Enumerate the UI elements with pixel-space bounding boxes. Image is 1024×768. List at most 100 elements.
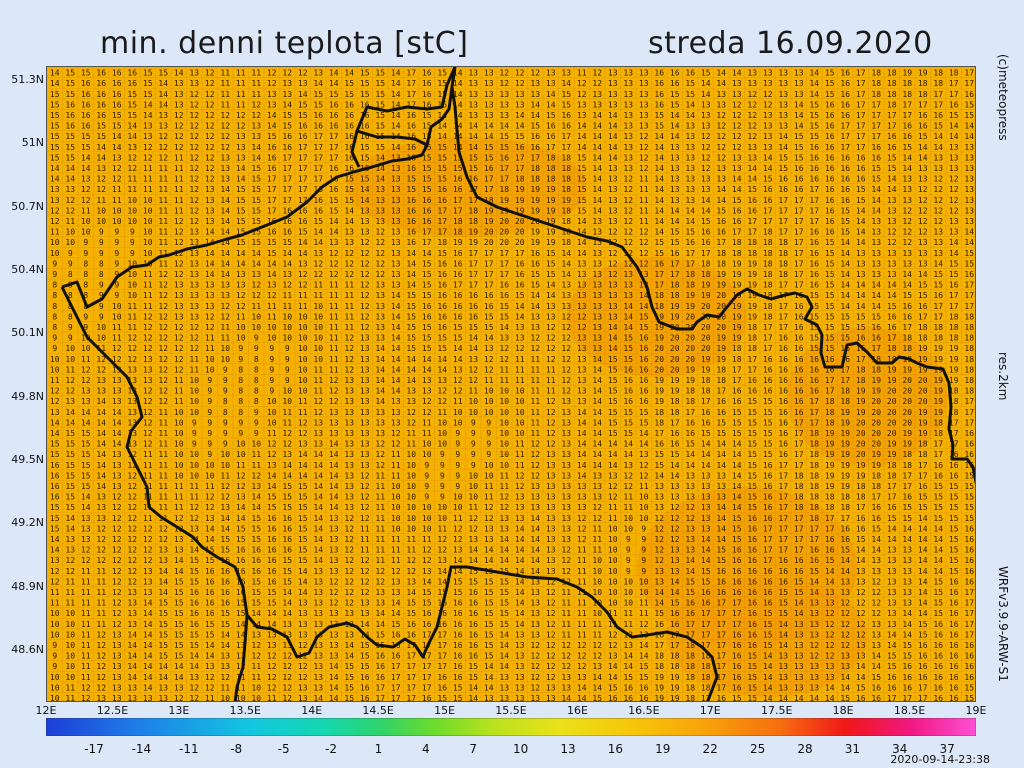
svg-text:13: 13 bbox=[282, 620, 292, 629]
svg-text:17: 17 bbox=[391, 673, 401, 682]
svg-text:16: 16 bbox=[794, 376, 804, 385]
colorbar-label: 16 bbox=[607, 742, 624, 756]
svg-text:14: 14 bbox=[825, 683, 835, 692]
svg-text:14: 14 bbox=[406, 249, 416, 258]
svg-text:11: 11 bbox=[344, 323, 354, 332]
svg-text:17: 17 bbox=[840, 143, 850, 152]
svg-text:13: 13 bbox=[329, 620, 339, 629]
svg-text:13: 13 bbox=[484, 535, 494, 544]
svg-text:19: 19 bbox=[933, 355, 943, 364]
svg-text:10: 10 bbox=[220, 694, 230, 702]
svg-text:18: 18 bbox=[809, 471, 819, 480]
svg-text:17: 17 bbox=[422, 673, 432, 682]
svg-text:14: 14 bbox=[484, 334, 494, 343]
svg-text:11: 11 bbox=[546, 365, 556, 374]
svg-text:14: 14 bbox=[50, 546, 60, 555]
map-date: streda 16.09.2020 bbox=[648, 26, 933, 61]
svg-text:19: 19 bbox=[732, 312, 742, 321]
svg-text:19: 19 bbox=[530, 228, 540, 237]
svg-text:15: 15 bbox=[422, 334, 432, 343]
svg-text:10: 10 bbox=[143, 228, 153, 237]
svg-text:15: 15 bbox=[794, 143, 804, 152]
svg-text:17: 17 bbox=[406, 683, 416, 692]
svg-text:13: 13 bbox=[794, 90, 804, 99]
svg-text:13: 13 bbox=[608, 312, 618, 321]
svg-text:11: 11 bbox=[158, 493, 168, 502]
svg-text:10: 10 bbox=[298, 334, 308, 343]
svg-text:16: 16 bbox=[298, 122, 308, 131]
svg-text:12: 12 bbox=[329, 249, 339, 258]
svg-text:13: 13 bbox=[577, 397, 587, 406]
svg-text:16: 16 bbox=[546, 132, 556, 141]
svg-text:14: 14 bbox=[856, 228, 866, 237]
svg-text:11: 11 bbox=[127, 185, 137, 194]
svg-text:16: 16 bbox=[778, 408, 788, 417]
svg-text:12: 12 bbox=[592, 514, 602, 523]
svg-text:14: 14 bbox=[313, 228, 323, 237]
svg-text:12: 12 bbox=[375, 259, 385, 268]
svg-text:14: 14 bbox=[50, 79, 60, 88]
svg-text:11: 11 bbox=[561, 599, 571, 608]
svg-text:12: 12 bbox=[236, 482, 246, 491]
svg-text:17: 17 bbox=[468, 259, 478, 268]
colorbar-label: -2 bbox=[325, 742, 337, 756]
svg-text:16: 16 bbox=[778, 376, 788, 385]
svg-text:13: 13 bbox=[623, 79, 633, 88]
svg-text:10: 10 bbox=[592, 588, 602, 597]
svg-text:14: 14 bbox=[763, 652, 773, 661]
svg-text:12: 12 bbox=[546, 355, 556, 364]
svg-text:12: 12 bbox=[809, 652, 819, 661]
svg-text:14: 14 bbox=[871, 196, 881, 205]
svg-text:14: 14 bbox=[220, 630, 230, 639]
svg-text:10: 10 bbox=[65, 630, 75, 639]
colorbar-label: -11 bbox=[178, 742, 199, 756]
svg-text:10: 10 bbox=[205, 471, 215, 480]
svg-text:16: 16 bbox=[530, 143, 540, 152]
svg-text:16: 16 bbox=[887, 143, 897, 152]
svg-text:13: 13 bbox=[329, 630, 339, 639]
svg-text:13: 13 bbox=[530, 312, 540, 321]
svg-text:12: 12 bbox=[174, 334, 184, 343]
svg-text:12: 12 bbox=[267, 440, 277, 449]
svg-text:12: 12 bbox=[127, 503, 137, 512]
svg-text:9: 9 bbox=[626, 535, 631, 544]
svg-text:13: 13 bbox=[189, 259, 199, 268]
svg-text:12: 12 bbox=[561, 344, 571, 353]
svg-text:11: 11 bbox=[561, 630, 571, 639]
svg-text:20: 20 bbox=[515, 238, 525, 247]
svg-text:12: 12 bbox=[158, 344, 168, 353]
svg-text:17: 17 bbox=[778, 281, 788, 290]
svg-text:13: 13 bbox=[220, 652, 230, 661]
svg-text:9: 9 bbox=[486, 418, 491, 427]
svg-text:12: 12 bbox=[236, 122, 246, 131]
svg-text:10: 10 bbox=[298, 312, 308, 321]
svg-text:14: 14 bbox=[81, 153, 91, 162]
svg-text:15: 15 bbox=[778, 609, 788, 618]
svg-text:13: 13 bbox=[778, 111, 788, 120]
svg-text:15: 15 bbox=[809, 100, 819, 109]
svg-text:11: 11 bbox=[50, 228, 60, 237]
svg-text:12: 12 bbox=[949, 185, 959, 194]
svg-text:14: 14 bbox=[577, 418, 587, 427]
svg-text:16: 16 bbox=[670, 620, 680, 629]
svg-text:15: 15 bbox=[453, 323, 463, 332]
svg-text:15: 15 bbox=[747, 662, 757, 671]
svg-text:13: 13 bbox=[391, 153, 401, 162]
svg-text:14: 14 bbox=[406, 376, 416, 385]
svg-text:15: 15 bbox=[809, 302, 819, 311]
svg-text:17: 17 bbox=[732, 376, 742, 385]
svg-text:16: 16 bbox=[778, 175, 788, 184]
svg-text:14: 14 bbox=[143, 683, 153, 692]
svg-text:9: 9 bbox=[99, 312, 104, 321]
svg-text:15: 15 bbox=[809, 122, 819, 131]
svg-text:12: 12 bbox=[251, 281, 261, 290]
svg-text:14: 14 bbox=[298, 238, 308, 247]
svg-text:14: 14 bbox=[468, 122, 478, 131]
svg-text:15: 15 bbox=[670, 90, 680, 99]
svg-text:17: 17 bbox=[763, 524, 773, 533]
svg-text:13: 13 bbox=[329, 418, 339, 427]
svg-text:16: 16 bbox=[794, 344, 804, 353]
svg-text:9: 9 bbox=[114, 238, 119, 247]
svg-text:14: 14 bbox=[515, 567, 525, 576]
svg-text:13: 13 bbox=[96, 514, 106, 523]
